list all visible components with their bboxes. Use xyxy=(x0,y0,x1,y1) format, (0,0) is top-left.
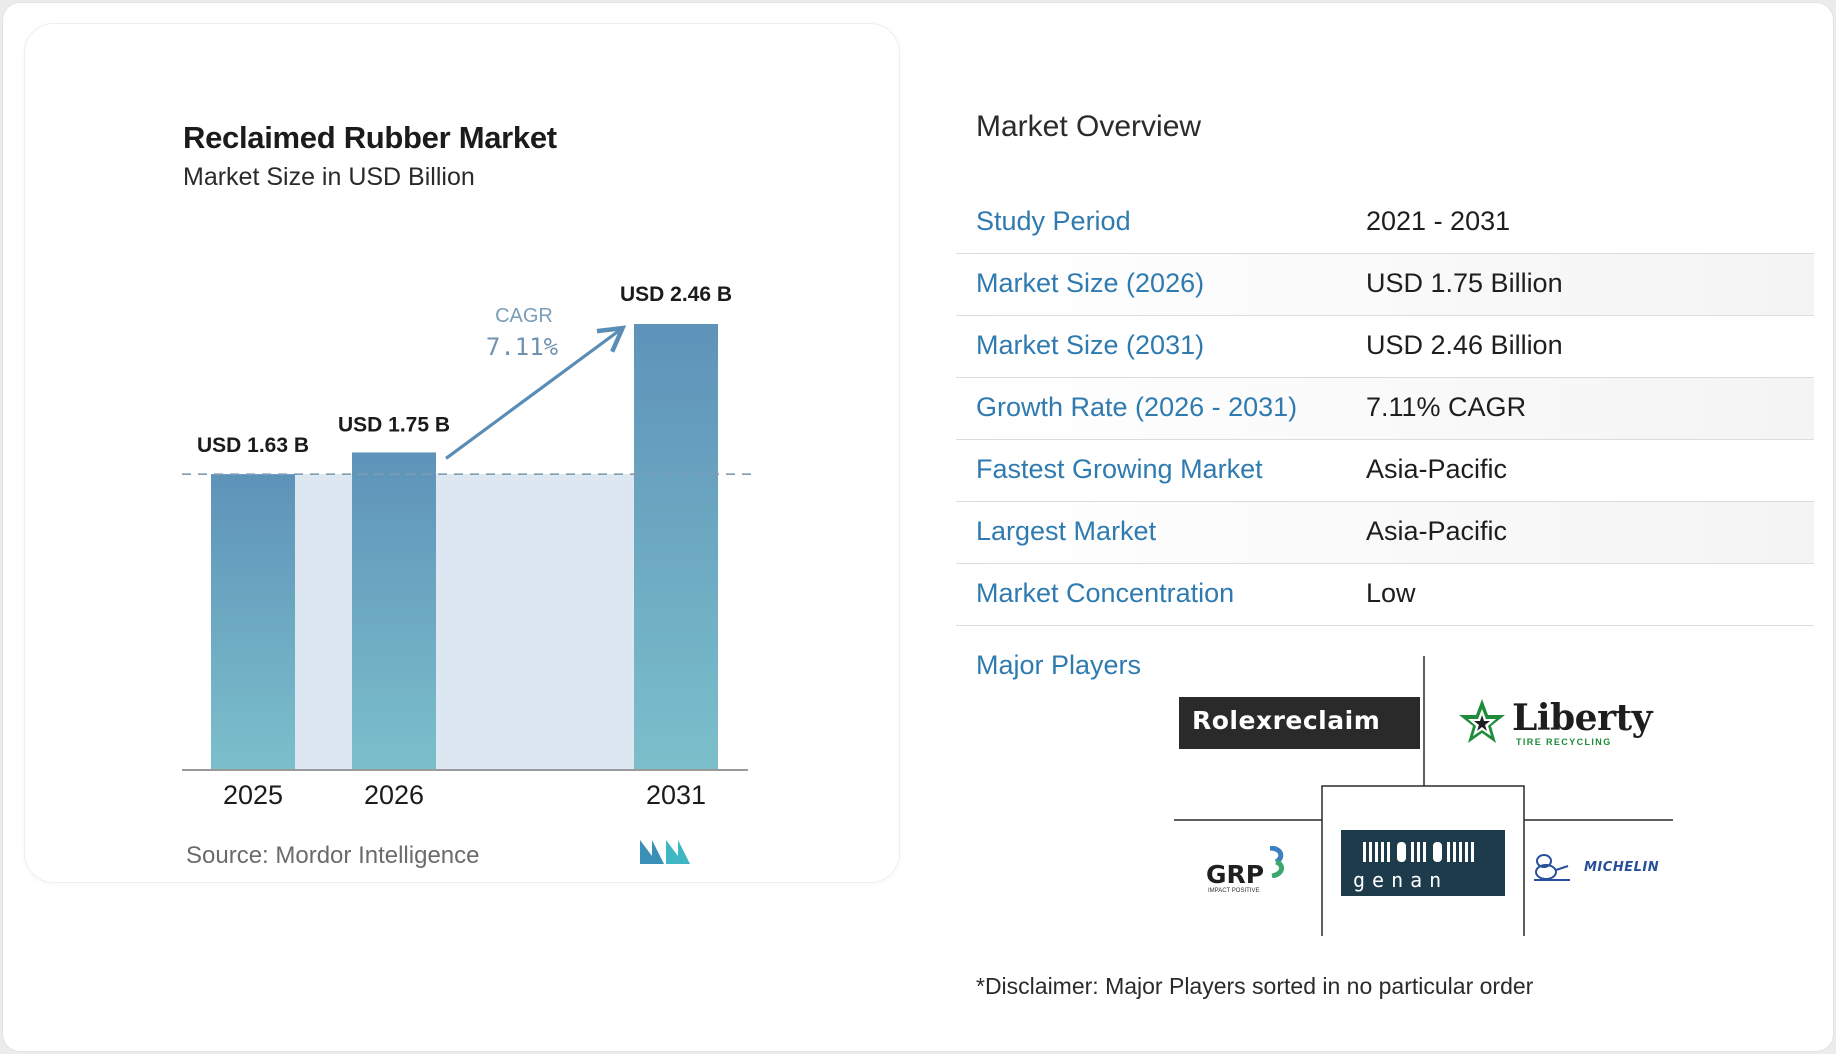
rolexreclaim-wordmark: Rolexreclaim xyxy=(1192,706,1381,735)
overview-value: Asia-Pacific xyxy=(1366,516,1508,546)
overview-value: 2021 - 2031 xyxy=(1366,206,1511,236)
player-logo-grp: GRP IMPACT POSITIVE xyxy=(1206,846,1298,896)
overview-value: 7.11% CAGR xyxy=(1366,392,1527,422)
chart-title: Reclaimed Rubber Market xyxy=(183,120,557,155)
overview-value: Asia-Pacific xyxy=(1366,454,1508,484)
bar-2031 xyxy=(634,324,718,769)
cagr-label: CAGR xyxy=(495,305,553,327)
chart-subtitle: Market Size in USD Billion xyxy=(183,163,475,191)
overview-row-fastest-growing: Fastest Growing Market Asia-Pacific xyxy=(956,440,1814,502)
overview-row-market-size-2031: Market Size (2031) USD 2.46 Billion xyxy=(956,316,1814,378)
player-logo-rolexreclaim: Rolexreclaim xyxy=(1179,697,1420,749)
liberty-star-icon xyxy=(1459,699,1505,743)
bar-value-label: USD 1.63 B xyxy=(197,434,309,457)
grp-subtext: IMPACT POSITIVE xyxy=(1208,888,1260,894)
overview-key: Study Period xyxy=(976,206,1131,236)
grp-wordmark: GRP xyxy=(1206,860,1265,889)
overview-row-market-size-2026: Market Size (2026) USD 1.75 Billion xyxy=(956,254,1814,316)
disclaimer: *Disclaimer: Major Players sorted in no … xyxy=(976,973,1534,999)
overview-key: Market Size (2031) xyxy=(976,330,1205,360)
overview-value: Low xyxy=(1366,578,1416,608)
michelin-wordmark: MICHELIN xyxy=(1584,860,1660,875)
overview-value: USD 1.75 Billion xyxy=(1366,268,1563,298)
bar-value-label: USD 2.46 B xyxy=(620,283,732,306)
overview-row-largest-market: Largest Market Asia-Pacific xyxy=(956,502,1814,564)
major-players-label: Major Players xyxy=(976,650,1142,680)
bar-2025 xyxy=(211,474,295,769)
genan-wordmark: genan xyxy=(1353,868,1449,892)
bar-chart: USD 1.63 B USD 1.75 B USD 2.46 B 2025 2026 20… xyxy=(182,283,752,810)
cagr-arrow xyxy=(445,325,627,460)
overview-key: Growth Rate (2026 - 2031) xyxy=(976,392,1298,422)
overview-key: Largest Market xyxy=(976,516,1157,546)
liberty-wordmark: Liberty xyxy=(1512,697,1653,739)
mordor-logo xyxy=(640,840,690,864)
cagr-value: 7.11% xyxy=(486,333,559,361)
michelin-bibendum-icon xyxy=(1534,854,1570,881)
overview-value: USD 2.46 Billion xyxy=(1366,330,1563,360)
x-tick-label: 2031 xyxy=(646,780,706,810)
overview-key: Fastest Growing Market xyxy=(976,454,1263,484)
bar-value-label: USD 1.75 B xyxy=(338,413,450,436)
player-logo-liberty: Liberty TIRE RECYCLING xyxy=(1456,695,1653,755)
player-logo-genan: genan xyxy=(1341,830,1505,896)
genan-bars-icon xyxy=(1363,842,1474,862)
overview-row-study-period: Study Period 2021 - 2031 xyxy=(956,192,1814,254)
overview-row-growth-rate: Growth Rate (2026 - 2031) 7.11% CAGR xyxy=(956,378,1814,440)
overview-key: Market Concentration xyxy=(976,578,1235,608)
liberty-subtext: TIRE RECYCLING xyxy=(1516,737,1612,747)
player-logo-michelin: MICHELIN xyxy=(1532,852,1668,882)
x-tick-label: 2026 xyxy=(364,780,424,810)
grp-swirl-icon xyxy=(1269,846,1284,878)
overview-key: Market Size (2026) xyxy=(976,268,1205,298)
overview-title: Market Overview xyxy=(976,110,1202,143)
source-text: Source: Mordor Intelligence xyxy=(186,842,480,869)
bar-2026 xyxy=(352,452,436,769)
area-band xyxy=(211,474,718,769)
overview-row-concentration: Market Concentration Low xyxy=(956,564,1814,626)
x-tick-label: 2025 xyxy=(223,780,283,810)
